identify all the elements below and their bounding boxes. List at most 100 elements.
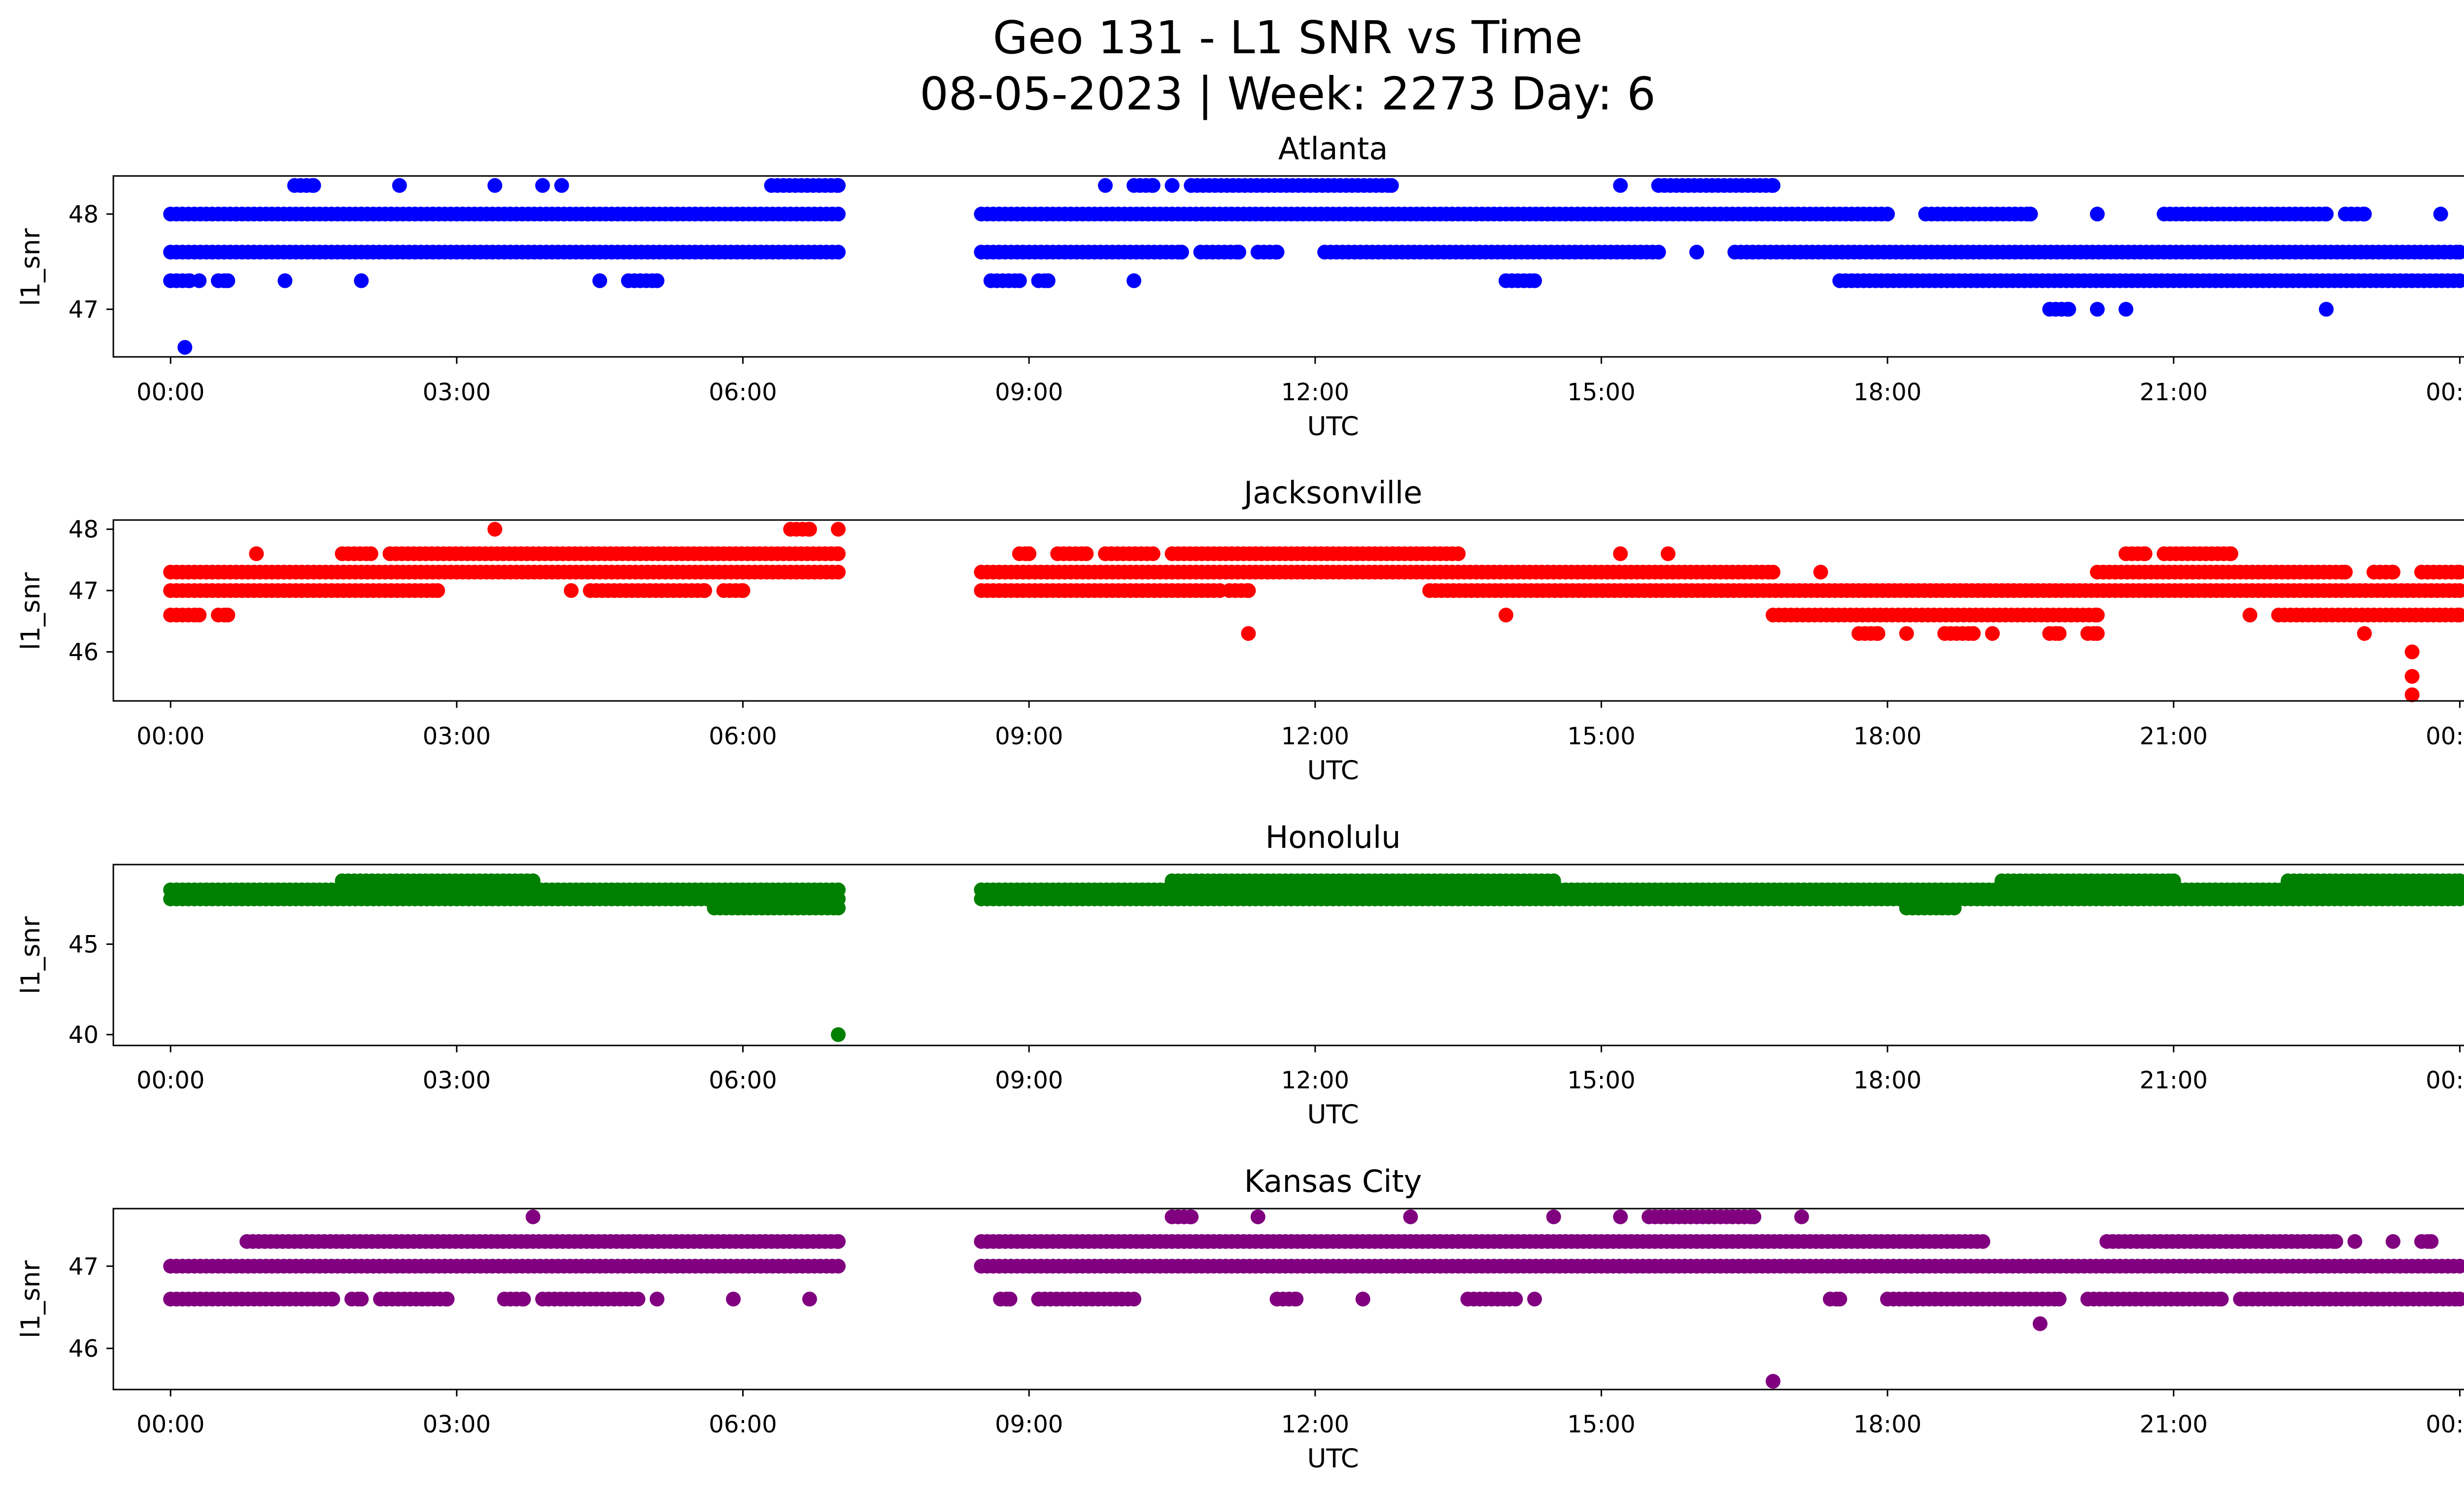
x-tick-labels: 00:00 03:00 06:00 09:00 12:00 15:00 18:0… (137, 379, 2464, 406)
plot-frame (112, 1208, 2464, 1391)
data-point (831, 901, 846, 916)
data-point (2357, 207, 2372, 222)
y-tick-label: 47 (68, 577, 99, 605)
x-axis-label: UTC (1307, 756, 1359, 786)
x-tick-labels: 00:00 03:00 06:00 09:00 12:00 15:00 18:0… (137, 1411, 2464, 1438)
x-tick-label: 12:00 (1281, 723, 1349, 750)
y-axis-label: l1_snr (16, 916, 46, 994)
x-tick-label: 00:00 (137, 723, 205, 750)
y-tick-label: 46 (68, 638, 99, 666)
x-tick-label: 12:00 (1281, 1411, 1349, 1438)
data-point (192, 607, 207, 623)
data-point (2452, 244, 2464, 260)
data-point (2404, 669, 2420, 684)
data-point (2089, 302, 2105, 317)
x-tick-label: 06:00 (709, 379, 777, 406)
data-point (831, 1027, 846, 1042)
data-point (1765, 178, 1780, 193)
data-point (516, 1291, 531, 1307)
data-point (2452, 273, 2464, 288)
data-point (1527, 1291, 1542, 1307)
x-tick-label: 00:00 (2426, 1067, 2464, 1094)
data-point (735, 583, 751, 598)
data-point (1174, 244, 1189, 260)
x-tick-label: 09:00 (995, 723, 1063, 750)
y-tick-labels: 46 47 48 (68, 516, 99, 666)
data-point (2052, 1291, 2067, 1307)
data-point (1746, 1209, 1762, 1224)
data-point (2328, 1234, 2343, 1249)
data-point (354, 273, 369, 288)
data-point (1899, 626, 1914, 641)
data-point (1355, 1291, 1370, 1307)
data-point (554, 178, 569, 193)
x-tick-label: 00:00 (2426, 723, 2464, 750)
y-tick-label: 46 (68, 1335, 99, 1363)
data-point (831, 522, 846, 537)
data-point (1527, 273, 1542, 288)
data-point (831, 207, 846, 222)
x-tick-label: 18:00 (1853, 379, 1921, 406)
data-point (650, 273, 665, 288)
data-point (831, 564, 846, 580)
data-point (2347, 1234, 2362, 1249)
data-point (831, 1258, 846, 1274)
subplot-title: Jacksonville (1242, 475, 1422, 511)
data-point (2319, 302, 2334, 317)
x-tick-labels: 00:00 03:00 06:00 09:00 12:00 15:00 18:0… (137, 1067, 2464, 1094)
subplot-title: Kansas City (1244, 1163, 1422, 1199)
x-tick-labels: 00:00 03:00 06:00 09:00 12:00 15:00 18:0… (137, 723, 2464, 750)
data-point (2137, 546, 2153, 561)
data-point (1613, 546, 1628, 561)
data-point (2119, 302, 2133, 317)
data-point (2404, 687, 2420, 702)
x-tick-label: 06:00 (709, 1067, 777, 1094)
data-point (2032, 1316, 2048, 1331)
data-point (1384, 178, 1399, 193)
x-tick-label: 03:00 (423, 1067, 491, 1094)
data-point (249, 546, 264, 561)
data-point (1022, 546, 1037, 561)
x-tick-label: 00:00 (137, 1067, 205, 1094)
tick-marks (106, 213, 2461, 364)
data-point (1966, 626, 1981, 641)
x-tick-label: 21:00 (2140, 1067, 2208, 1094)
tick-marks (106, 1265, 2461, 1396)
plot-frame (112, 864, 2464, 1046)
data-point (564, 583, 579, 598)
data-point (2061, 302, 2076, 317)
data-point (2089, 207, 2105, 222)
data-point (1689, 244, 1704, 260)
subplot-kansas-city: Kansas City 46 47 00:00 03:00 06:00 09:0… (16, 1163, 2464, 1474)
data-point (1765, 1374, 1780, 1389)
tick-marks (106, 528, 2461, 708)
y-tick-label: 48 (68, 516, 99, 544)
x-axis-label: UTC (1307, 412, 1359, 442)
data-point (1451, 546, 1466, 561)
x-tick-label: 00:00 (137, 379, 205, 406)
data-point (1975, 1234, 1990, 1249)
data-point (831, 546, 846, 561)
data-point (177, 340, 193, 355)
data-point (2223, 546, 2238, 561)
x-tick-label: 15:00 (1567, 1411, 1635, 1438)
data-point (220, 273, 236, 288)
y-tick-labels: 46 47 (68, 1253, 99, 1363)
data-point (2452, 891, 2464, 906)
y-tick-label: 47 (68, 296, 99, 323)
data-point (2433, 207, 2448, 222)
data-point (2214, 1291, 2229, 1307)
data-point (1651, 244, 1666, 260)
data-point (1613, 178, 1628, 193)
data-point (1241, 626, 1256, 641)
data-points (163, 178, 2464, 355)
data-point (1127, 1291, 1141, 1307)
data-point (1870, 626, 1885, 641)
data-point (430, 583, 445, 598)
y-tick-label: 47 (68, 1253, 99, 1281)
data-point (487, 522, 503, 537)
subplot-title: Atlanta (1278, 131, 1388, 167)
data-point (192, 273, 207, 288)
data-point (1269, 244, 1285, 260)
